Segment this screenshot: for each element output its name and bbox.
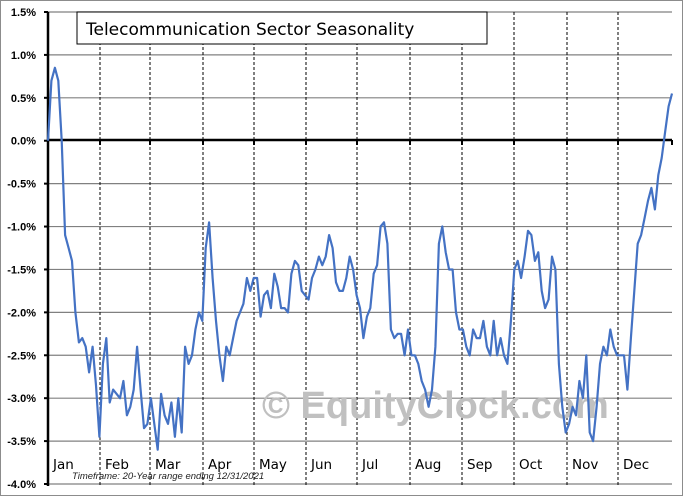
y-tick-label: 1.5%: [11, 7, 36, 19]
y-tick-label: -1.0%: [7, 222, 36, 234]
month-labels: Jan Feb Mar Apr May Jun Jul Aug Sep Oct Nov Dec: [52, 457, 649, 473]
seasonality-line: [46, 66, 674, 451]
month-label: Jan: [52, 457, 74, 473]
month-label: Oct: [519, 457, 542, 473]
y-tick-label: 1.0%: [11, 50, 36, 62]
chart-title: Telecommunication Sector Seasonality: [85, 20, 414, 40]
y-tick-label: -3.5%: [7, 436, 36, 448]
zero-axis-ticks: [99, 140, 673, 145]
month-label: Jun: [310, 457, 332, 473]
month-label: Aug: [415, 457, 441, 473]
month-label: Apr: [208, 457, 232, 473]
y-tick-label: -2.5%: [7, 350, 36, 362]
month-label: Nov: [572, 457, 598, 473]
month-label: Sep: [467, 457, 492, 473]
y-tick-label: -4.0%: [7, 479, 36, 491]
y-tick-label: 0.0%: [11, 136, 36, 148]
y-tick-label: 0.5%: [11, 93, 36, 105]
title-box: [76, 11, 488, 45]
y-tick-label: -1.5%: [7, 264, 36, 276]
month-label: Dec: [623, 457, 649, 473]
month-label: Mar: [155, 457, 181, 473]
y-tick-label: -2.0%: [7, 307, 36, 319]
y-tick-label: -3.0%: [7, 393, 36, 405]
watermark-text: © EquityClock.com: [262, 385, 609, 427]
y-axis-ticks: 1.5% 1.0% 0.5% 0.0% -0.5% -1.0% -1.5% -2.0% -2.5…: [7, 7, 48, 491]
month-label: Feb: [105, 457, 129, 473]
month-label: May: [259, 457, 287, 473]
month-label: Jul: [361, 457, 378, 473]
y-tick-label: -0.5%: [7, 179, 36, 191]
timeframe-footnote: Timeframe: 20-Year range ending 12/31/20…: [72, 471, 264, 482]
